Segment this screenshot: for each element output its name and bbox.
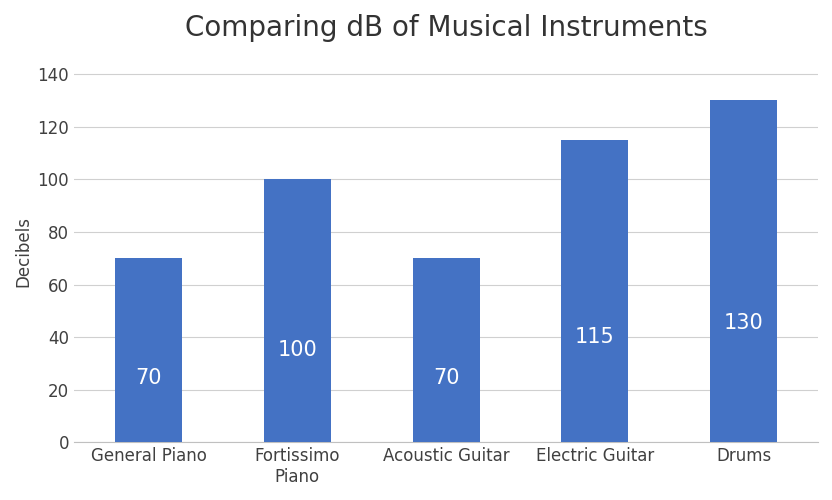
Bar xyxy=(562,140,628,442)
Bar xyxy=(711,100,777,442)
Bar xyxy=(413,258,479,442)
Title: Comparing dB of Musical Instruments: Comparing dB of Musical Instruments xyxy=(185,14,707,42)
Text: 70: 70 xyxy=(136,368,161,388)
Y-axis label: Decibels: Decibels xyxy=(14,216,32,287)
Bar xyxy=(115,258,182,442)
Text: 100: 100 xyxy=(277,340,317,360)
Bar xyxy=(264,180,331,442)
Text: 70: 70 xyxy=(433,368,459,388)
Text: 115: 115 xyxy=(575,326,615,346)
Text: 130: 130 xyxy=(724,312,764,332)
